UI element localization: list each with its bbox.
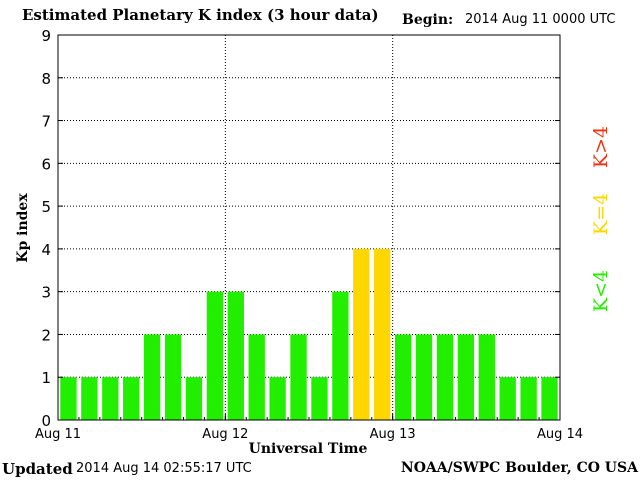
kp-bar — [353, 248, 370, 420]
y-tick-label: 3 — [41, 284, 51, 302]
begin-label: Begin: — [402, 12, 454, 28]
kp-bar — [457, 334, 475, 420]
kp-bar — [206, 291, 224, 420]
x-ticks: Aug 11 Aug 12 Aug 13 Aug 14 — [35, 414, 583, 442]
kp-bar — [227, 291, 244, 420]
kp-bar — [269, 377, 286, 420]
grid — [58, 35, 560, 420]
y-tick-label: 0 — [41, 412, 51, 430]
x-tick-label: Aug 14 — [537, 427, 583, 442]
y-tick-label: 8 — [41, 70, 51, 88]
y-tick-label: 1 — [41, 369, 51, 387]
y-axis-label: Kp index — [15, 193, 31, 263]
kp-bar — [394, 334, 412, 420]
kp-bar — [520, 377, 537, 420]
x-tick-label: Aug 11 — [35, 427, 81, 442]
y-tick-label: 5 — [41, 198, 51, 216]
updated-value: 2014 Aug 14 02:55:17 UTC — [76, 461, 252, 476]
y-tick-label: 2 — [41, 326, 51, 344]
y-tick-label: 6 — [41, 155, 51, 173]
y-tick-label: 4 — [41, 241, 51, 259]
kp-bar — [102, 377, 119, 420]
kp-bar — [478, 334, 495, 420]
kp-bar — [499, 377, 516, 420]
kp-bar — [185, 377, 203, 420]
y-tick-label: 7 — [41, 113, 51, 131]
x-tick-label: Aug 12 — [202, 427, 248, 442]
kp-bar — [248, 334, 265, 420]
chart-title: Estimated Planetary K index (3 hour data… — [22, 6, 379, 24]
kp-bar — [60, 377, 77, 420]
y-tick-label: 9 — [41, 27, 51, 45]
kp-bar — [374, 248, 391, 420]
y-ticks: 0 1 2 3 4 5 6 7 8 9 — [41, 27, 560, 430]
bars — [60, 248, 558, 420]
x-tick-label: Aug 13 — [370, 427, 416, 442]
legend-k-less-4: K<4 — [590, 270, 612, 312]
kp-bar — [311, 377, 328, 420]
x-axis-label: Universal Time — [249, 441, 368, 457]
kp-bar — [415, 334, 433, 420]
kp-bar — [123, 377, 140, 420]
kp-bar — [290, 334, 307, 420]
begin-value: 2014 Aug 11 0000 UTC — [465, 12, 616, 27]
updated-label: Updated — [2, 460, 73, 478]
kp-bar — [541, 377, 558, 420]
kp-bar — [332, 291, 349, 420]
kp-bar — [164, 334, 182, 420]
legend-k-greater-4: K>4 — [590, 126, 612, 168]
kp-bar — [436, 334, 454, 420]
kp-bar — [81, 377, 98, 420]
kp-bar — [143, 334, 161, 420]
legend-k-equal-4: K=4 — [590, 193, 612, 235]
credit-text: NOAA/SWPC Boulder, CO USA — [400, 460, 638, 476]
